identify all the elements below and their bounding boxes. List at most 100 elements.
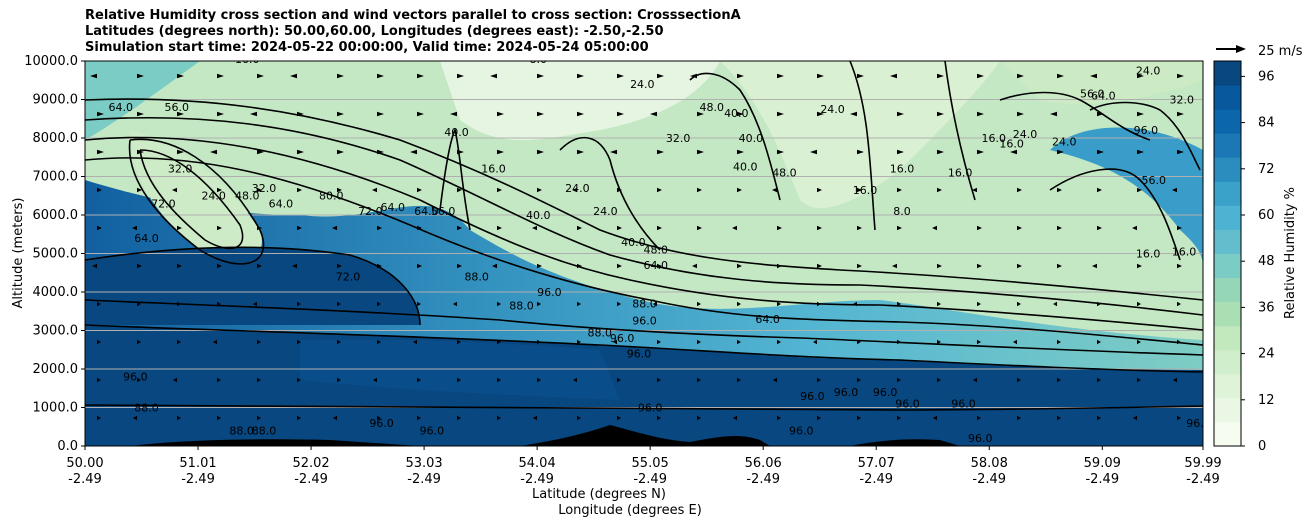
contour-label: 48.0 [772,167,797,180]
wind-vector-icon [857,377,861,383]
wind-vector-icon [1057,339,1061,345]
wind-vector-icon [377,263,382,269]
wind-vector-icon [1133,415,1137,421]
wind-vector-icon [1177,415,1181,421]
wind-vector-icon [572,187,577,193]
colorbar-segment [1214,421,1241,447]
wind-vector-icon [937,149,944,155]
wind-vector-icon [253,301,257,307]
wind-vector-icon [217,187,222,193]
wind-vector-icon [377,149,384,155]
wind-vector-icon [457,263,462,269]
wind-vector-icon [217,263,222,269]
colorbar-segment [1214,181,1241,206]
wind-vector-icon [332,225,337,231]
wind-vector-icon [537,73,544,79]
wind-vector-icon [417,415,421,421]
rh-field-dry-patch-3 [130,130,262,261]
wind-vector-icon [777,149,784,155]
title-line-2: Latitudes (degrees north): 50.00,60.00, … [85,24,664,39]
wind-vector-icon [337,263,342,269]
quiver-key: 25 m/s [1216,44,1303,59]
wind-vector-icon [337,339,341,345]
wind-vector-icon [377,415,381,421]
wind-vector-icon [337,301,341,307]
wind-vector-icon [410,149,417,155]
wind-vector-icon [697,415,701,421]
contour-label: 24.0 [1052,136,1077,149]
y-tick-label: 6000.0 [33,208,79,223]
contour-line [1049,168,1181,261]
wind-vector-icon [817,301,821,307]
colorbar-segment [1214,349,1241,375]
contour-label: 24.0 [565,182,590,195]
x-tick-label-lat: 53.03 [405,456,442,471]
wind-vector-icon [892,263,897,269]
contour-label: 88.0 [464,270,489,283]
x-tick-label-lat: 56.06 [745,456,782,471]
wind-vector-icon [657,377,661,383]
wind-vector-icon [617,263,622,269]
wind-vector-icon [897,301,901,307]
x-tick-label-lon: -2.49 [859,472,893,487]
wind-vector-icon [417,377,421,383]
wind-vector-icon [457,415,461,421]
wind-vector-icon [977,111,984,117]
wind-vector-icon [897,377,901,383]
x-tick-label-lat: 51.01 [179,456,216,471]
contour-label: 96.0 [369,417,394,430]
colorbar-label: Relative Humidity % [1283,187,1298,319]
contour-label: 96.0 [951,398,976,411]
wind-vector-icon [577,149,584,155]
wind-vector-icon [1137,73,1144,79]
wind-vector-icon [857,73,864,79]
wind-vector-icon [732,225,737,231]
x-tick-label-lon: -2.49 [181,472,215,487]
contour-line [439,127,471,231]
wind-vector-icon [497,415,501,421]
wind-vector-icon [177,149,184,155]
wind-vector-icon [97,111,104,117]
colorbar-tick-label: 72 [1258,162,1275,177]
y-tick-label: 3000.0 [33,324,79,339]
wind-vector-icon [97,187,102,193]
wind-vector-icon [737,111,744,117]
wind-vector-icon [777,225,782,231]
wind-vector-icon [772,187,777,193]
wind-vector-icon [532,225,537,231]
wind-vector-icon [890,73,897,79]
colorbar-segment [1214,229,1241,254]
wind-vector-icon [92,263,97,269]
rh-field-dry-patch-2 [720,61,1000,209]
contour-label: 96.0 [873,386,898,399]
wind-vector-icon [217,377,221,383]
contour-label: 64.0 [755,313,780,326]
contour-label: 16.0 [235,53,260,66]
rh-field-dry-patch-1 [440,61,720,140]
contour-label: 16.0 [890,163,915,176]
contour-line [689,72,781,201]
contour-label: 56.0 [165,101,190,114]
contour-label: 96.0 [632,315,657,328]
wind-vector-icon [817,377,821,383]
wind-vector-icon [937,111,944,117]
wind-vector-icon [137,339,141,345]
wind-vector-icon [177,339,181,345]
contour-label: 40.0 [739,132,764,145]
wind-vector-icon [777,415,781,421]
plot-area: 16.0 8.0 8.0 24.024.064.0 56.0 48.0 40.0 24.040… [85,53,1203,446]
wind-vector-icon [613,339,617,345]
contour-labels: 16.0 8.0 8.0 24.024.064.0 56.0 48.0 40.0 24.040… [109,53,1203,445]
contour-label: 64.0 [134,232,159,245]
wind-vector-icon [137,73,144,79]
y-tick-label: 10000.0 [24,54,78,69]
contour-label: 88.0 [252,424,277,437]
wind-vector-icon [497,225,502,231]
wind-vector-icon [1017,301,1021,307]
colorbar-segment [1214,157,1241,182]
wind-vector-icon [810,149,817,155]
wind-vector-icon [1057,149,1064,155]
wind-vector-icon [773,377,777,383]
wind-vector-icon [617,187,622,193]
wind-vector-icon [457,339,461,345]
